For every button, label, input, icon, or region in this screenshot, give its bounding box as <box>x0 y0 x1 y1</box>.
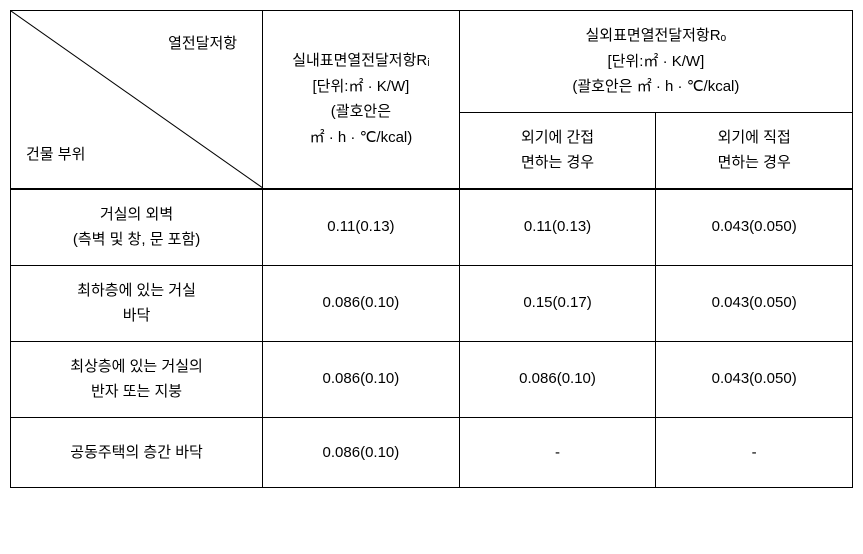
thermal-resistance-table: 열전달저항 건물 부위 실내표면열전달저항Rᵢ [단위:㎡ · K/W] (괄호… <box>10 10 853 488</box>
table-body: 거실의 외벽 (측벽 및 창, 문 포함) 0.11(0.13) 0.11(0.… <box>11 189 853 488</box>
row-label-line2: (측벽 및 창, 문 포함) <box>73 231 200 248</box>
header-direct-line2: 면하는 경우 <box>718 154 791 171</box>
row-indirect: 0.15(0.17) <box>459 265 656 341</box>
row-indirect: 0.11(0.13) <box>459 189 656 266</box>
table-row: 거실의 외벽 (측벽 및 창, 문 포함) 0.11(0.13) 0.11(0.… <box>11 189 853 266</box>
row-direct: 0.043(0.050) <box>656 189 853 266</box>
table-row: 최하층에 있는 거실 바닥 0.086(0.10) 0.15(0.17) 0.0… <box>11 265 853 341</box>
row-label: 최상층에 있는 거실의 반자 또는 지붕 <box>11 341 263 417</box>
header-row-1: 열전달저항 건물 부위 실내표면열전달저항Rᵢ [단위:㎡ · K/W] (괄호… <box>11 11 853 113</box>
header-direct: 외기에 직접 면하는 경우 <box>656 112 853 189</box>
diagonal-header-cell: 열전달저항 건물 부위 <box>11 11 263 189</box>
row-direct: 0.043(0.050) <box>656 341 853 417</box>
row-label-line2: 반자 또는 지붕 <box>91 383 182 400</box>
header-ro: 실외표면열전달저항Rₒ [단위:㎡ · K/W] (괄호안은 ㎡ · h · ℃… <box>459 11 852 113</box>
table-row: 공동주택의 층간 바닥 0.086(0.10) - - <box>11 417 853 488</box>
header-indirect-line1: 외기에 간접 <box>521 129 594 146</box>
header-ri-line4: ㎡ · h · ℃/kcal) <box>310 129 413 146</box>
header-ri: 실내표면열전달저항Rᵢ [단위:㎡ · K/W] (괄호안은 ㎡ · h · ℃… <box>263 11 460 189</box>
header-ri-line3: (괄호안은 <box>331 103 391 120</box>
header-ri-line1: 실내표면열전달저항Rᵢ <box>292 52 429 69</box>
row-label-line1: 거실의 외벽 <box>100 206 173 223</box>
table-row: 최상층에 있는 거실의 반자 또는 지붕 0.086(0.10) 0.086(0… <box>11 341 853 417</box>
row-ri: 0.11(0.13) <box>263 189 460 266</box>
diagonal-top-label: 열전달저항 <box>168 31 237 57</box>
header-indirect: 외기에 간접 면하는 경우 <box>459 112 656 189</box>
header-ro-line3: (괄호안은 ㎡ · h · ℃/kcal) <box>572 78 739 95</box>
row-ri: 0.086(0.10) <box>263 417 460 488</box>
header-ro-line2: [단위:㎡ · K/W] <box>607 53 704 70</box>
row-indirect: 0.086(0.10) <box>459 341 656 417</box>
row-indirect: - <box>459 417 656 488</box>
header-indirect-line2: 면하는 경우 <box>521 154 594 171</box>
row-ri: 0.086(0.10) <box>263 265 460 341</box>
row-direct: 0.043(0.050) <box>656 265 853 341</box>
table-container: 열전달저항 건물 부위 실내표면열전달저항Rᵢ [단위:㎡ · K/W] (괄호… <box>10 10 853 488</box>
header-direct-line1: 외기에 직접 <box>718 129 791 146</box>
row-label: 최하층에 있는 거실 바닥 <box>11 265 263 341</box>
row-label-line1: 공동주택의 층간 바닥 <box>70 444 203 461</box>
row-label: 공동주택의 층간 바닥 <box>11 417 263 488</box>
row-label-line2: 바닥 <box>123 307 151 324</box>
row-label: 거실의 외벽 (측벽 및 창, 문 포함) <box>11 189 263 266</box>
row-label-line1: 최상층에 있는 거실의 <box>70 358 203 375</box>
row-ri: 0.086(0.10) <box>263 341 460 417</box>
header-ro-line1: 실외표면열전달저항Rₒ <box>586 27 727 44</box>
header-ri-line2: [단위:㎡ · K/W] <box>313 78 410 95</box>
row-label-line1: 최하층에 있는 거실 <box>77 282 196 299</box>
row-direct: - <box>656 417 853 488</box>
diagonal-bottom-label: 건물 부위 <box>26 142 85 168</box>
